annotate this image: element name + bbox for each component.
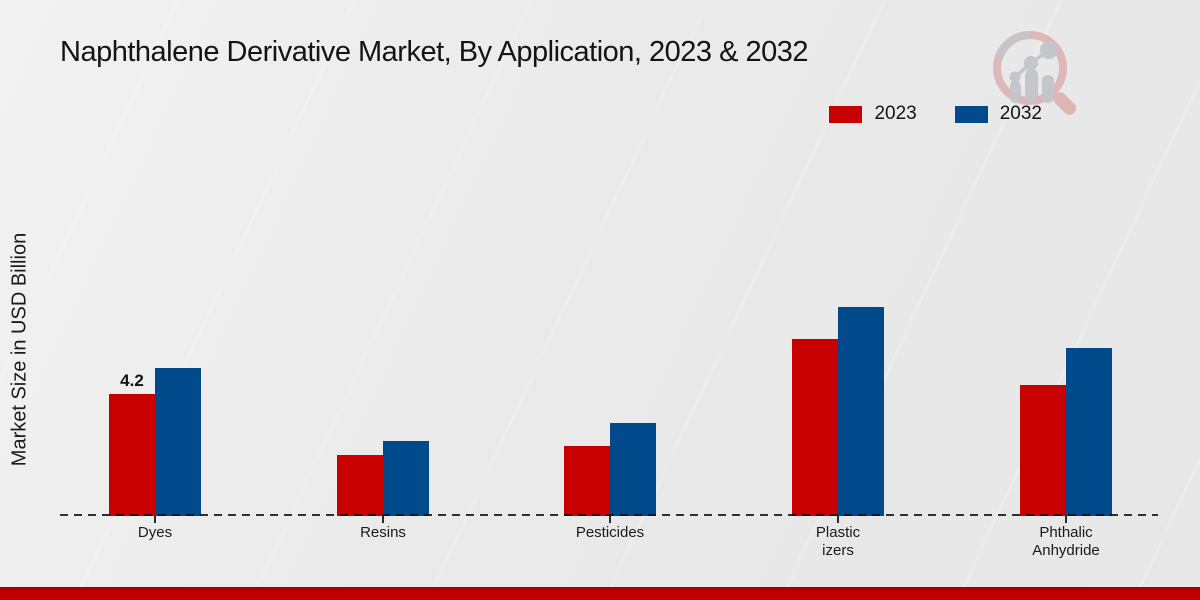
x-axis-label-dyes: Dyes	[137, 524, 173, 541]
legend: 2023 2032	[829, 103, 1042, 125]
x-axis-tick-resins	[382, 516, 384, 523]
bar-2023-pesticides	[564, 446, 610, 516]
bar-2023-dyes	[109, 394, 155, 516]
legend-swatch-2032	[954, 105, 988, 123]
bar-2032-plasticizers	[838, 307, 884, 516]
x-axis-tick-phthalic-anhydride	[1065, 516, 1067, 523]
bar-2032-phthalic-anhydride	[1066, 348, 1112, 516]
y-axis-label: Market Size in USD Billion	[8, 232, 31, 467]
x-axis-label-pesticides: Pesticides	[575, 524, 645, 541]
legend-label-2032: 2032	[999, 103, 1042, 124]
legend-item-2032: 2032	[954, 103, 1042, 125]
x-axis-tick-plasticizers	[837, 516, 839, 523]
bar-value-label-dyes: 4.2	[120, 371, 144, 390]
bar-2032-dyes	[155, 368, 201, 516]
bar-2023-plasticizers	[792, 339, 838, 516]
bar-2032-resins	[383, 441, 429, 516]
legend-item-2023: 2023	[829, 103, 917, 125]
x-axis-label-phthalic-anhydride: Phthalic Anhydride	[1032, 524, 1100, 559]
bar-2023-resins	[337, 455, 383, 516]
zero-baseline-dashed-line	[60, 514, 1158, 516]
bar-2032-pesticides	[610, 423, 656, 516]
legend-label-2023: 2023	[874, 103, 917, 124]
x-axis-tick-dyes	[154, 516, 156, 523]
legend-swatch-2023	[829, 105, 863, 123]
x-axis-tick-pesticides	[609, 516, 611, 523]
chart-title: Naphthalene Derivative Market, By Applic…	[60, 36, 809, 68]
bar-2023-phthalic-anhydride	[1020, 385, 1066, 516]
footer-accent-band	[0, 587, 1200, 600]
magnifier-growth-chart-logo-icon	[985, 25, 1080, 120]
x-axis-label-plasticizers: Plastic izers	[815, 524, 861, 559]
x-axis-label-resins: Resins	[360, 524, 406, 541]
